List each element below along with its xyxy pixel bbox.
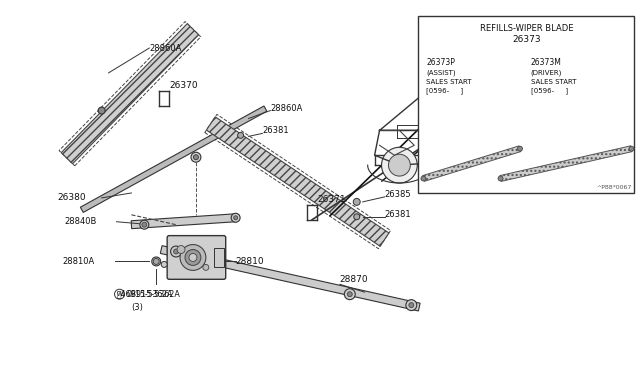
Text: 26380: 26380 [57, 193, 86, 202]
Text: (ASSIST): (ASSIST) [426, 70, 456, 76]
Bar [214, 247, 224, 267]
Circle shape [152, 257, 161, 266]
Circle shape [98, 107, 105, 114]
Text: 26381: 26381 [385, 210, 411, 219]
Circle shape [381, 147, 417, 183]
Text: 28860A: 28860A [149, 44, 182, 52]
Polygon shape [500, 146, 632, 182]
Circle shape [171, 246, 182, 257]
Text: REFILLS-WIPER BLADE: REFILLS-WIPER BLADE [480, 23, 573, 33]
Text: (3): (3) [131, 302, 143, 312]
Circle shape [498, 176, 503, 181]
Circle shape [140, 220, 148, 229]
Polygon shape [207, 117, 389, 246]
Polygon shape [81, 106, 267, 212]
Circle shape [388, 154, 410, 176]
Text: 28810A: 28810A [62, 257, 94, 266]
Circle shape [354, 214, 360, 220]
Text: ^P88*0067: ^P88*0067 [596, 185, 632, 190]
Circle shape [189, 253, 197, 262]
Circle shape [203, 264, 209, 270]
Circle shape [421, 176, 426, 181]
Circle shape [344, 289, 355, 299]
Polygon shape [61, 24, 198, 164]
Circle shape [193, 155, 198, 160]
Circle shape [191, 152, 201, 162]
Text: [0596-     ]: [0596- ] [531, 88, 568, 94]
FancyBboxPatch shape [167, 235, 226, 279]
Text: 08915-5362A: 08915-5362A [127, 290, 180, 299]
Text: SALES START: SALES START [426, 79, 472, 85]
Circle shape [115, 289, 124, 299]
Polygon shape [131, 214, 236, 229]
Circle shape [153, 259, 159, 264]
Text: 28860A: 28860A [270, 104, 303, 113]
Text: 26373P: 26373P [426, 58, 455, 67]
Circle shape [173, 249, 179, 254]
Circle shape [180, 244, 206, 270]
Polygon shape [422, 146, 521, 181]
Circle shape [629, 146, 634, 151]
Circle shape [185, 250, 201, 265]
Polygon shape [161, 246, 420, 311]
Text: 26371: 26371 [317, 195, 346, 204]
Circle shape [348, 292, 352, 296]
Circle shape [161, 262, 167, 267]
Text: 28870: 28870 [340, 275, 369, 284]
Bar [419, 16, 634, 193]
Text: 26373: 26373 [512, 35, 541, 45]
Text: 28840B: 28840B [64, 217, 96, 226]
Text: [0596-     ]: [0596- ] [426, 88, 463, 94]
Text: (DRIVER): (DRIVER) [531, 70, 562, 76]
Circle shape [518, 146, 522, 151]
Text: 26381: 26381 [262, 126, 289, 135]
Text: W: W [116, 292, 123, 297]
Circle shape [406, 299, 417, 311]
Circle shape [177, 246, 185, 253]
Circle shape [142, 222, 147, 227]
Text: 28810: 28810 [236, 257, 264, 266]
Circle shape [231, 213, 240, 222]
Circle shape [234, 216, 237, 220]
Text: 26370: 26370 [169, 81, 198, 90]
Circle shape [237, 132, 244, 138]
Text: 26373M: 26373M [531, 58, 562, 67]
Circle shape [353, 198, 360, 205]
Text: SALES START: SALES START [531, 79, 576, 85]
Text: Ⓡ46915-5362A: Ⓡ46915-5362A [116, 290, 173, 299]
Text: 26385: 26385 [385, 190, 411, 199]
Circle shape [409, 303, 414, 308]
